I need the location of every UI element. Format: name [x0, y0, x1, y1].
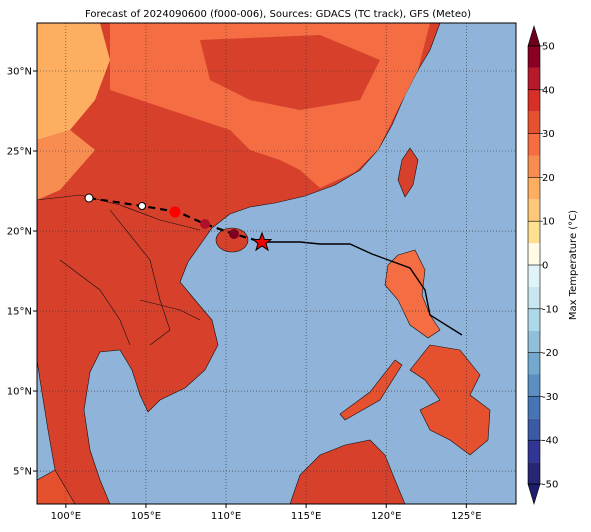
colorbar-band	[528, 111, 540, 134]
x-tick-label: 115°E	[291, 511, 321, 522]
map-frame	[36, 22, 517, 505]
colorbar-tick-label: 30	[542, 129, 555, 140]
colorbar-band	[528, 221, 540, 244]
colorbar-band	[528, 155, 540, 178]
colorbar-band	[528, 308, 540, 331]
colorbar-tick-label: -50	[542, 480, 558, 491]
colorbar-band	[528, 462, 540, 484]
colorbar-tick-label: -10	[542, 304, 558, 315]
colorbar-band	[528, 418, 540, 441]
colorbar-band	[528, 396, 540, 419]
mild-region	[37, 23, 110, 140]
y-tick-label: 15°N	[7, 307, 32, 318]
colorbar-tick-label: -30	[542, 392, 558, 403]
borneo	[289, 439, 406, 504]
luzon	[384, 249, 441, 339]
colorbar-band	[528, 199, 540, 222]
hainan	[215, 227, 249, 253]
colorbar-band	[528, 177, 540, 200]
x-tick-label: 110°E	[211, 511, 241, 522]
colorbar-tick-label: 40	[542, 85, 555, 96]
colorbar-band	[528, 243, 540, 265]
colorbar-band	[528, 265, 540, 287]
colorbar-extend-top	[527, 24, 541, 47]
colorbar-extend-bottom	[527, 483, 541, 506]
x-tick-label: 120°E	[371, 511, 401, 522]
colorbar-band	[528, 67, 540, 90]
colorbar-tick-label: 10	[542, 217, 555, 228]
colorbar-label: Max Temperature (°C)	[568, 210, 579, 320]
hot-region	[200, 35, 380, 110]
x-tick-label: 125°E	[451, 511, 481, 522]
colorbar-band	[528, 89, 540, 112]
colorbar-tick-label: 20	[542, 173, 555, 184]
sumatra	[37, 469, 76, 504]
colorbar-tick-label: -20	[542, 348, 558, 359]
colorbar-band	[528, 330, 540, 353]
colorbar-tick-label: 50	[542, 42, 555, 53]
colorbar-band	[528, 133, 540, 156]
y-tick-label: 25°N	[7, 147, 32, 158]
colorbar: -50 -40 -30 -20 -10 0 10 20 30 40 50	[527, 24, 558, 506]
y-tick-label: 10°N	[7, 387, 32, 398]
colorbar-tick-label: 0	[542, 261, 548, 272]
visayas-mindanao	[409, 344, 491, 456]
y-tick-label: 5°N	[13, 467, 32, 478]
y-tick-label: 20°N	[7, 227, 32, 238]
borders	[37, 194, 201, 346]
taiwan	[397, 147, 419, 198]
colorbar-band	[528, 352, 540, 375]
colorbar-band	[528, 374, 540, 397]
map-title: Forecast of 2024090600 (f000-006), Sourc…	[85, 9, 471, 20]
map	[37, 23, 516, 504]
colorbar-band	[528, 46, 540, 68]
grid	[37, 23, 516, 504]
storm-track	[84, 193, 463, 336]
colorbar-band	[528, 440, 540, 463]
x-tick-label: 100°E	[51, 511, 81, 522]
colorbar-band	[528, 286, 540, 309]
colorbar-tick-label: -40	[542, 436, 558, 447]
x-tick-label: 105°E	[131, 511, 161, 522]
y-tick-label: 30°N	[7, 67, 32, 78]
